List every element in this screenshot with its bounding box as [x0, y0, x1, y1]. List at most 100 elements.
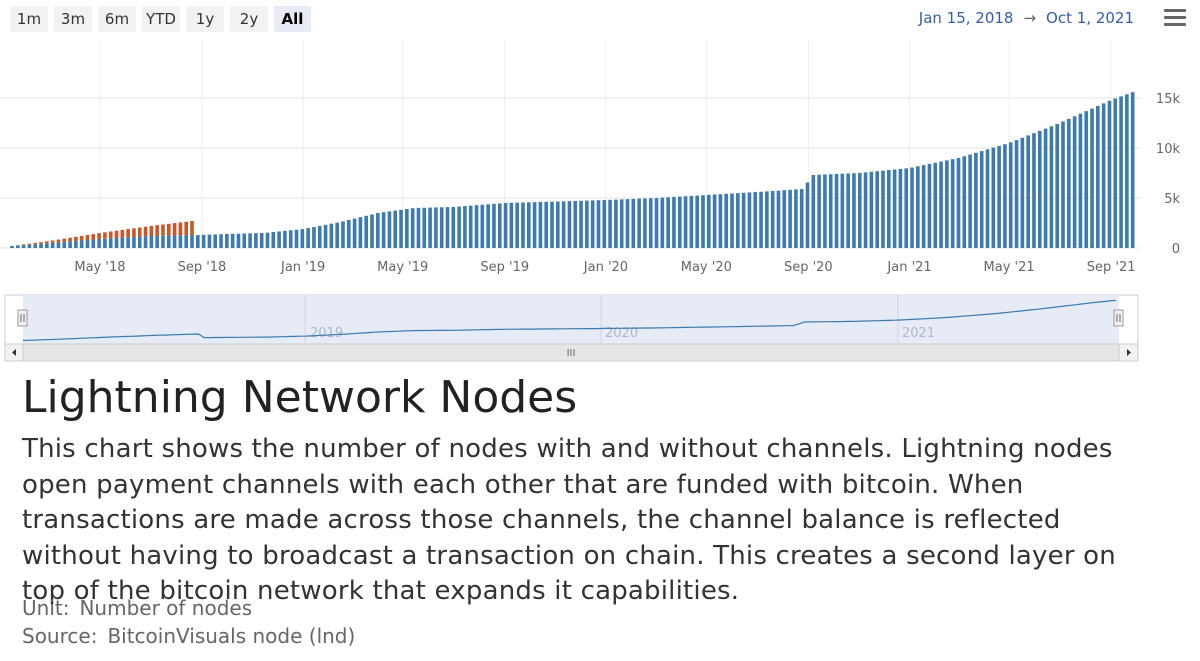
- bar-with-channels: [997, 145, 1001, 248]
- unit-line: Unit: Number of nodes: [22, 596, 252, 620]
- bar-without-channels: [91, 234, 96, 240]
- range-button-2y[interactable]: 2y: [230, 6, 268, 32]
- bar-with-channels: [1003, 144, 1007, 248]
- bar-with-channels: [945, 160, 949, 248]
- range-button-1y[interactable]: 1y: [186, 6, 224, 32]
- bar-with-channels: [364, 215, 369, 248]
- hamburger-menu-icon[interactable]: [1164, 9, 1186, 27]
- bar-with-channels: [933, 162, 938, 248]
- bar-with-channels: [1125, 94, 1129, 248]
- bar-with-channels: [50, 242, 55, 248]
- bar-with-channels: [370, 214, 374, 248]
- range-button-6m[interactable]: 6m: [98, 6, 136, 32]
- bar-with-channels: [1043, 128, 1048, 248]
- bar-with-channels: [788, 189, 792, 248]
- bar-with-channels: [753, 192, 758, 248]
- bar-with-channels: [434, 207, 438, 248]
- bar-with-channels: [619, 199, 624, 248]
- bar-with-channels: [300, 229, 305, 248]
- bar-with-channels: [921, 165, 926, 248]
- chart-description: This chart shows the number of nodes wit…: [22, 434, 1116, 606]
- bar-with-channels: [718, 194, 723, 248]
- bar-with-channels: [45, 243, 49, 248]
- bar-with-channels: [660, 197, 665, 248]
- bar-without-channels: [114, 230, 119, 239]
- bar-with-channels: [950, 159, 955, 248]
- bar-with-channels: [85, 239, 90, 248]
- bar-without-channels: [149, 225, 154, 236]
- page-title: Lightning Network Nodes: [22, 372, 578, 423]
- bar-with-channels: [526, 202, 531, 248]
- bar-with-channels: [474, 205, 479, 248]
- bar-without-channels: [190, 221, 194, 235]
- range-button-ytd[interactable]: YTD: [142, 6, 180, 32]
- navigator[interactable]: 2019 2020 2021 III: [0, 293, 1200, 363]
- bar-with-channels: [863, 172, 868, 248]
- bar-with-channels: [1084, 111, 1089, 249]
- navigator-right-handle[interactable]: [1113, 309, 1124, 327]
- bar-with-channels: [329, 223, 334, 248]
- bar-with-channels: [428, 207, 432, 248]
- bar-without-channels: [79, 235, 84, 241]
- navigator-left-handle[interactable]: [17, 309, 28, 327]
- horizontal-grid: [0, 97, 1140, 249]
- bar-with-channels: [265, 232, 270, 248]
- range-button-all[interactable]: All: [274, 6, 311, 32]
- bar-with-channels: [887, 170, 891, 248]
- navigator-selection[interactable]: [23, 295, 1119, 344]
- x-tick-label: Sep '18: [178, 260, 227, 275]
- bar-with-channels: [62, 241, 67, 248]
- bar-without-channels: [184, 221, 188, 236]
- bar-with-channels: [968, 154, 972, 248]
- bar-with-channels: [979, 151, 984, 248]
- x-tick-label: Sep '21: [1087, 260, 1136, 275]
- bar-with-channels: [840, 173, 845, 248]
- range-button-3m[interactable]: 3m: [54, 6, 92, 32]
- bar-with-channels: [352, 218, 357, 248]
- bar-with-channels: [916, 166, 920, 248]
- bar-with-channels: [161, 235, 165, 248]
- bar-with-channels: [730, 193, 734, 248]
- date-to-input[interactable]: Oct 1, 2021: [1046, 9, 1134, 27]
- bar-with-channels: [701, 195, 705, 248]
- bar-with-channels: [631, 198, 636, 248]
- scroll-left-arrow-icon[interactable]: [12, 349, 16, 356]
- bar-without-channels: [45, 241, 49, 244]
- scroll-right-arrow-icon[interactable]: [1127, 349, 1131, 356]
- bar-with-channels: [1061, 121, 1065, 248]
- bar-with-channels: [463, 206, 467, 248]
- bar-with-channels: [602, 200, 607, 248]
- bar-with-channels: [608, 199, 612, 248]
- bar-with-channels: [637, 198, 641, 248]
- bar-without-channels: [172, 223, 177, 236]
- date-from-input[interactable]: Jan 15, 2018: [918, 9, 1014, 27]
- x-axis-ticks: May '18 Sep '18 Jan '19 May '19 Sep '19 Jan '…: [74, 260, 1135, 275]
- bar-with-channels: [881, 170, 885, 248]
- bar-with-channels: [939, 161, 943, 248]
- bar-with-channels: [242, 233, 247, 248]
- bar-with-channels: [486, 204, 490, 248]
- bar-without-channels: [27, 243, 32, 245]
- y-axis-ticks: 0 5k 10k 15k: [1156, 92, 1181, 257]
- bar-with-channels: [393, 210, 398, 248]
- bar-without-channels: [21, 244, 26, 246]
- bar-with-channels: [277, 231, 281, 248]
- source-label: Source:: [22, 624, 98, 648]
- bar-without-channels: [56, 239, 61, 243]
- bar-with-channels: [857, 172, 862, 248]
- bar-with-channels: [596, 200, 601, 248]
- navigator-scrollbar-thumb[interactable]: [22, 343, 1120, 362]
- bar-with-channels: [225, 234, 229, 248]
- bar-with-channels: [207, 234, 212, 248]
- bar-with-channels: [1014, 140, 1019, 248]
- bar-with-channels: [1055, 123, 1059, 248]
- bar-with-channels: [927, 163, 932, 248]
- unit-value: Number of nodes: [79, 596, 253, 620]
- bar-with-channels: [1130, 92, 1135, 248]
- bar-without-channels: [155, 225, 159, 236]
- bar-with-channels: [399, 209, 403, 248]
- bar-with-channels: [538, 202, 543, 248]
- range-button-1m[interactable]: 1m: [10, 6, 48, 32]
- bar-with-channels: [846, 173, 850, 248]
- bar-with-channels: [39, 243, 43, 248]
